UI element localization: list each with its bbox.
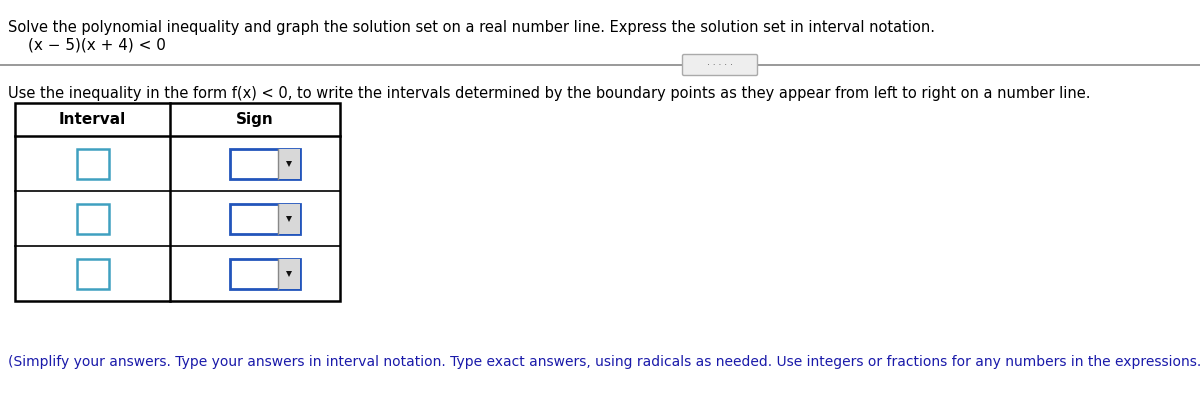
Bar bbox=[230, 149, 300, 179]
Text: (Simplify your answers. Type your answers in interval notation. Type exact answe: (Simplify your answers. Type your answer… bbox=[8, 355, 1200, 369]
Bar bbox=[77, 149, 108, 179]
FancyBboxPatch shape bbox=[683, 55, 757, 76]
Bar bbox=[14, 103, 340, 301]
Text: (x − 5)(x + 4) < 0: (x − 5)(x + 4) < 0 bbox=[28, 38, 166, 53]
Text: Solve the polynomial inequality and graph the solution set on a real number line: Solve the polynomial inequality and grap… bbox=[8, 20, 935, 35]
Bar bbox=[230, 258, 300, 289]
Bar bbox=[278, 149, 300, 179]
Text: Interval: Interval bbox=[59, 112, 126, 127]
Text: Use the inequality in the form f(x) < 0, to write the intervals determined by th: Use the inequality in the form f(x) < 0,… bbox=[8, 86, 1091, 101]
Bar bbox=[278, 204, 300, 234]
Text: · · · · ·: · · · · · bbox=[707, 61, 733, 70]
Bar bbox=[77, 258, 108, 289]
Bar bbox=[278, 258, 300, 289]
Bar bbox=[230, 204, 300, 234]
Bar bbox=[77, 204, 108, 234]
Text: Sign: Sign bbox=[236, 112, 274, 127]
